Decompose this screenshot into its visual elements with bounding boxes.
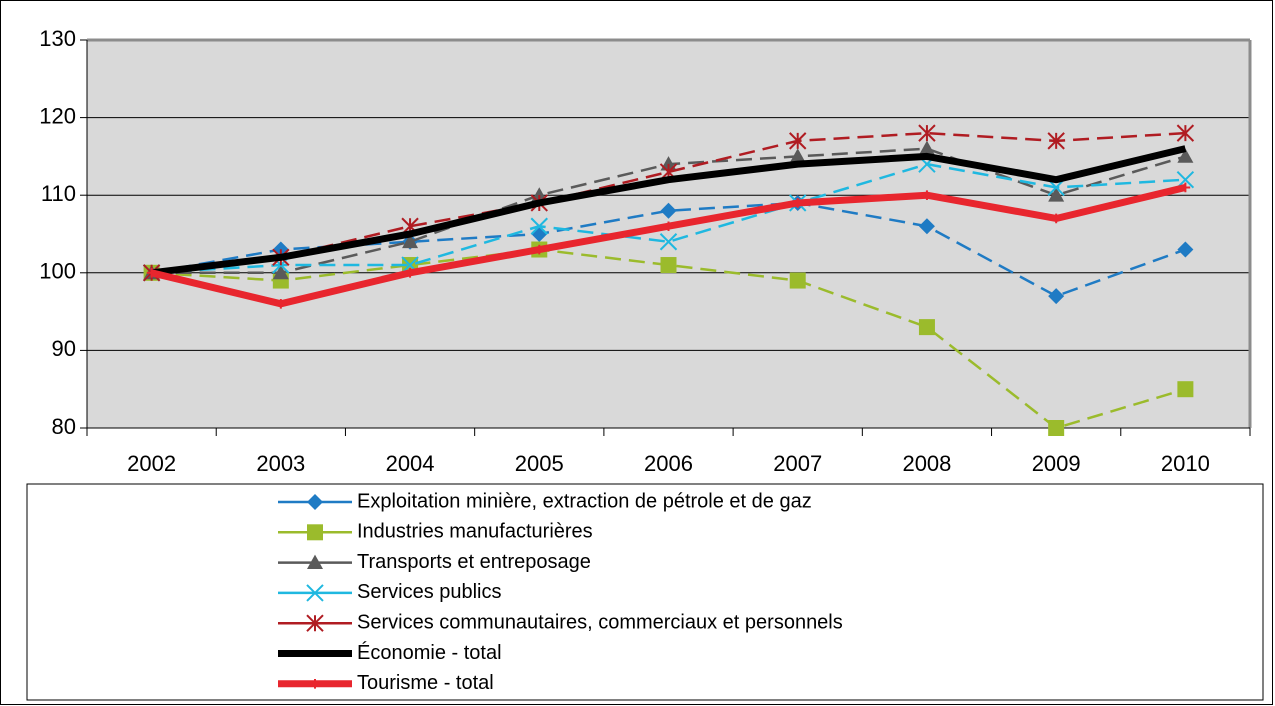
x-tick-label: 2010 (1161, 451, 1210, 476)
legend-label: Exploitation minière, extraction de pétr… (357, 490, 812, 512)
marker (1177, 148, 1194, 163)
series-line (151, 162, 1186, 275)
legend-label: Industries manufacturières (357, 521, 593, 543)
marker (660, 257, 677, 274)
legend-label: Économie - total (357, 641, 502, 664)
marker (1177, 381, 1194, 398)
x-tick-label: 2005 (515, 451, 564, 476)
marker (310, 679, 320, 689)
y-tick-label: 120 (39, 103, 76, 128)
series-line (151, 145, 1187, 277)
x-tick-label: 2003 (256, 451, 305, 476)
x-tick-label: 2004 (386, 451, 435, 476)
y-tick-label: 130 (39, 26, 76, 51)
marker (402, 233, 419, 249)
marker (306, 584, 324, 602)
marker (789, 132, 807, 150)
marker (1176, 170, 1195, 189)
marker (306, 614, 324, 632)
x-tick-label: 2009 (1032, 451, 1081, 476)
x-tick-label: 2008 (902, 451, 951, 476)
marker (530, 217, 548, 235)
x-tick-label: 2007 (773, 451, 822, 476)
plot-area (87, 40, 1250, 428)
legend-label: Services publics (357, 581, 502, 603)
legend-label: Transports et entreposage (357, 551, 591, 573)
marker (918, 124, 936, 142)
marker (922, 190, 932, 200)
marker (659, 233, 678, 251)
marker (276, 299, 286, 309)
marker (918, 218, 935, 235)
marker (1048, 288, 1065, 305)
marker (792, 198, 803, 208)
marker (663, 221, 674, 232)
marker (789, 148, 806, 163)
marker (272, 264, 289, 280)
marker (307, 494, 323, 510)
marker (534, 244, 545, 255)
marker (1048, 420, 1065, 436)
marker (1051, 213, 1061, 224)
marker (1176, 124, 1195, 142)
marker (146, 268, 157, 278)
marker (918, 140, 935, 156)
marker (307, 524, 323, 541)
marker (405, 268, 415, 278)
y-tick-label: 80 (52, 414, 76, 439)
x-tick-label: 2006 (644, 451, 693, 476)
marker (1177, 241, 1194, 258)
marker (918, 319, 935, 336)
legend-label: Services communautaires, commerciaux et … (357, 611, 843, 633)
marker (307, 554, 323, 569)
legend-label: Tourisme - total (357, 672, 494, 694)
marker (660, 202, 677, 219)
y-tick-label: 110 (41, 181, 76, 206)
y-tick-label: 100 (39, 259, 76, 284)
marker (789, 272, 806, 289)
marker (1180, 182, 1191, 193)
y-tick-label: 90 (52, 336, 76, 361)
legend-box (26, 483, 1264, 701)
marker (1048, 187, 1065, 202)
marker (1047, 132, 1065, 150)
x-tick-label: 2002 (127, 451, 176, 476)
